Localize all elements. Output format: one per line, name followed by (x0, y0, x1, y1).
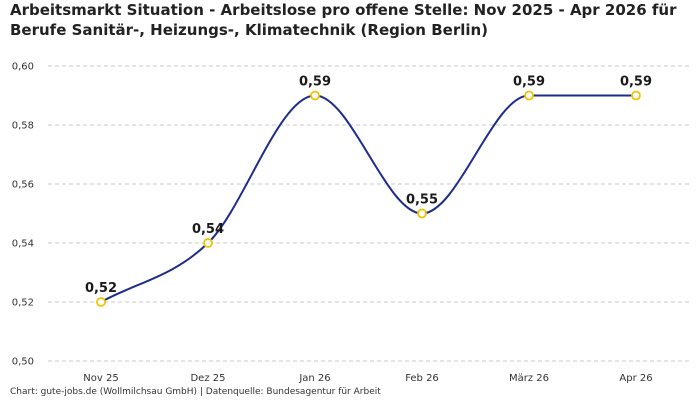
x-tick-label: Apr 26 (619, 373, 652, 384)
x-tick-label: Nov 25 (83, 373, 118, 384)
data-point-marker (417, 208, 427, 219)
x-tick-label: März 26 (509, 373, 549, 384)
y-axis-tick-labels: 0,50 0,52 0,54 0,56 0,58 0,60 (12, 62, 34, 368)
gridlines (48, 65, 692, 362)
y-tick-label: 0,50 (12, 357, 34, 368)
y-tick-label: 0,54 (12, 239, 34, 250)
x-axis-tick-labels: Nov 25 Dez 25 Jan 26 Feb 26 März 26 Apr 26 (83, 373, 652, 384)
x-tick-label: Feb 26 (405, 373, 439, 384)
data-label: 0,52 (85, 281, 117, 296)
data-label: 0,59 (513, 75, 545, 90)
data-point-marker (524, 90, 534, 101)
data-label: 0,59 (299, 75, 331, 90)
data-point-marker (631, 90, 641, 101)
chart-title: Arbeitsmarkt Situation - Arbeitslose pro… (10, 1, 677, 39)
y-tick-label: 0,58 (12, 121, 34, 132)
x-tick-label: Jan 26 (298, 373, 330, 384)
y-tick-label: 0,52 (12, 298, 34, 309)
data-point-marker (96, 297, 106, 307)
data-label: 0,54 (192, 222, 224, 237)
y-tick-label: 0,56 (12, 180, 34, 191)
data-point-marker (203, 238, 213, 248)
data-label: 0,55 (406, 193, 438, 208)
series-line (100, 94, 636, 303)
x-tick-label: Dez 25 (190, 373, 225, 384)
data-point-marker (310, 90, 320, 101)
chart-source-footer: Chart: gute-jobs.de (Wollmilchsau GmbH) … (10, 387, 381, 397)
y-tick-label: 0,60 (12, 62, 34, 73)
data-point-markers (96, 90, 641, 307)
data-labels: 0,52 0,54 0,59 0,55 0,59 0,59 (85, 75, 652, 297)
data-label: 0,59 (620, 75, 652, 90)
